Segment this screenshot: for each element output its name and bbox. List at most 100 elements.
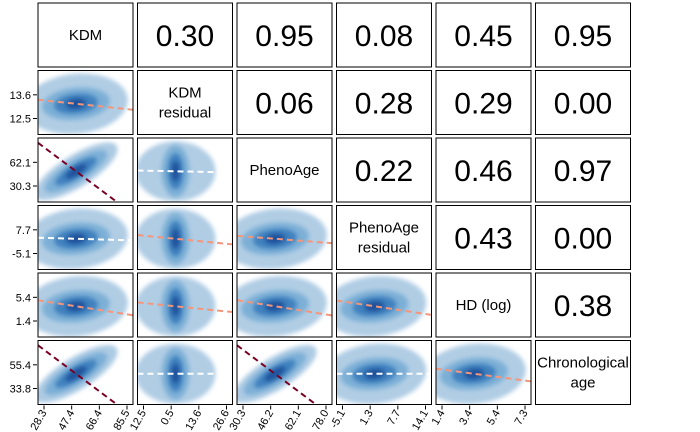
correlation-cell [435, 205, 532, 270]
correlation-cell [535, 137, 631, 203]
panel-frame [137, 137, 233, 203]
density-panel [237, 273, 332, 337]
correlation-cell [336, 2, 432, 68]
x-tick-label: 13.6 [183, 408, 204, 432]
density-panel [137, 205, 233, 270]
density-blob [171, 161, 180, 182]
x-tick-label: 0.5 [159, 408, 177, 427]
variable-label: KDM [168, 85, 201, 102]
correlation-value: 0.29 [454, 88, 512, 121]
variable-label: KDM [69, 27, 102, 44]
density-blob [265, 233, 285, 244]
panel-frame [137, 272, 233, 338]
panel-frame [37, 272, 134, 338]
density-panel [137, 273, 233, 337]
density-panel [38, 138, 133, 202]
correlation-value: 0.43 [454, 223, 512, 256]
x-tick-label: 7.7 [385, 408, 403, 427]
diagonal-cell-0 [37, 2, 134, 68]
x-tick-label: 3.4 [457, 408, 475, 427]
density-blob [464, 368, 484, 379]
x-tick-label: 30.3 [227, 408, 248, 432]
y-tick-label: -5.1 [12, 249, 31, 261]
panel-frame [336, 272, 432, 338]
correlation-value: 0.28 [355, 88, 413, 121]
density-blob [66, 301, 86, 312]
trend-line [38, 236, 133, 242]
panel-frame [37, 137, 134, 203]
trend-line [137, 234, 233, 246]
correlation-cell [535, 70, 631, 135]
x-tick-label: 5.4 [485, 408, 503, 427]
y-tick-label: 30.3 [10, 181, 31, 193]
x-tick-label: 1.3 [358, 408, 376, 427]
trend-line [137, 301, 233, 314]
density-blob [171, 296, 180, 317]
y-tick-label: 55.4 [10, 360, 31, 372]
x-tick-label: 7.3 [513, 408, 531, 427]
trend-line [38, 98, 133, 111]
correlation-value: 0.06 [255, 88, 313, 121]
panel-frame [37, 70, 134, 135]
correlation-value: 0.95 [255, 20, 313, 53]
density-blob [66, 233, 86, 244]
density-blob [66, 98, 86, 109]
correlation-cell [137, 2, 233, 68]
density-panel [237, 340, 332, 405]
panel-frame [37, 340, 134, 405]
variable-label: HD (log) [456, 297, 512, 314]
panel-frame [137, 205, 233, 270]
panel-frame [236, 340, 333, 405]
correlation-value: 0.97 [554, 155, 612, 188]
y-tick-label: 1.4 [16, 316, 31, 328]
panel-frame [336, 340, 432, 405]
trend-line [237, 299, 332, 317]
x-tick-label: 28.3 [28, 408, 49, 432]
diagonal-cell-1 [137, 70, 233, 135]
correlation-cell [435, 2, 532, 68]
density-blob [65, 366, 87, 381]
density-blob [65, 164, 87, 179]
y-tick-label: 5.4 [16, 292, 31, 304]
variable-label: residual [358, 240, 411, 257]
diagonal-cell-2 [236, 137, 333, 203]
correlation-value: 0.38 [554, 290, 612, 323]
x-axis-ticks: 28.3 47.4 66.4 85.512.5 0.5 13.6 26.630.3 46.2 6… [28, 405, 531, 432]
density-blob [364, 368, 385, 379]
variable-label: PhenoAge [349, 220, 419, 237]
correlation-cell [236, 70, 333, 135]
correlation-cell [236, 2, 333, 68]
y-axis-ticks: 13.6 12.5 62.1 30.3 7.7 -5.1 5.4 1.4 55.4 33.8 [10, 90, 37, 396]
variable-label: age [570, 375, 595, 392]
x-tick-label: 47.4 [56, 408, 77, 432]
matrix-panels: KDM KDM residual PhenoAge PhenoAge residual HD… [37, 2, 631, 405]
panel-frame [37, 205, 134, 270]
y-tick-label: 13.6 [10, 90, 31, 102]
panel-frame [137, 340, 233, 405]
density-blob [171, 363, 180, 384]
density-panel [38, 70, 133, 135]
diagonal-cell-3 [336, 205, 432, 270]
x-tick-label: 78.0 [310, 408, 331, 432]
density-panel [237, 205, 332, 270]
y-tick-label: 12.5 [10, 114, 31, 126]
correlation-cell [535, 272, 631, 338]
x-tick-label: 66.4 [84, 408, 105, 432]
variable-label: Chronological [537, 355, 629, 372]
x-tick-label: 12.5 [128, 408, 149, 432]
correlation-value: 0.95 [554, 20, 612, 53]
y-tick-label: 33.8 [10, 384, 31, 396]
variable-label: residual [159, 105, 212, 122]
density-panel [336, 340, 432, 405]
correlation-cell [435, 70, 532, 135]
density-blob [364, 301, 385, 312]
x-tick-label: 62.1 [283, 408, 304, 432]
correlation-cell [535, 2, 631, 68]
x-tick-label: 1.4 [430, 408, 448, 427]
density-panel [436, 340, 531, 405]
density-blob [264, 366, 286, 381]
diagonal-cell-5 [535, 340, 631, 405]
trend-line [436, 367, 531, 383]
trend-line [137, 169, 233, 174]
